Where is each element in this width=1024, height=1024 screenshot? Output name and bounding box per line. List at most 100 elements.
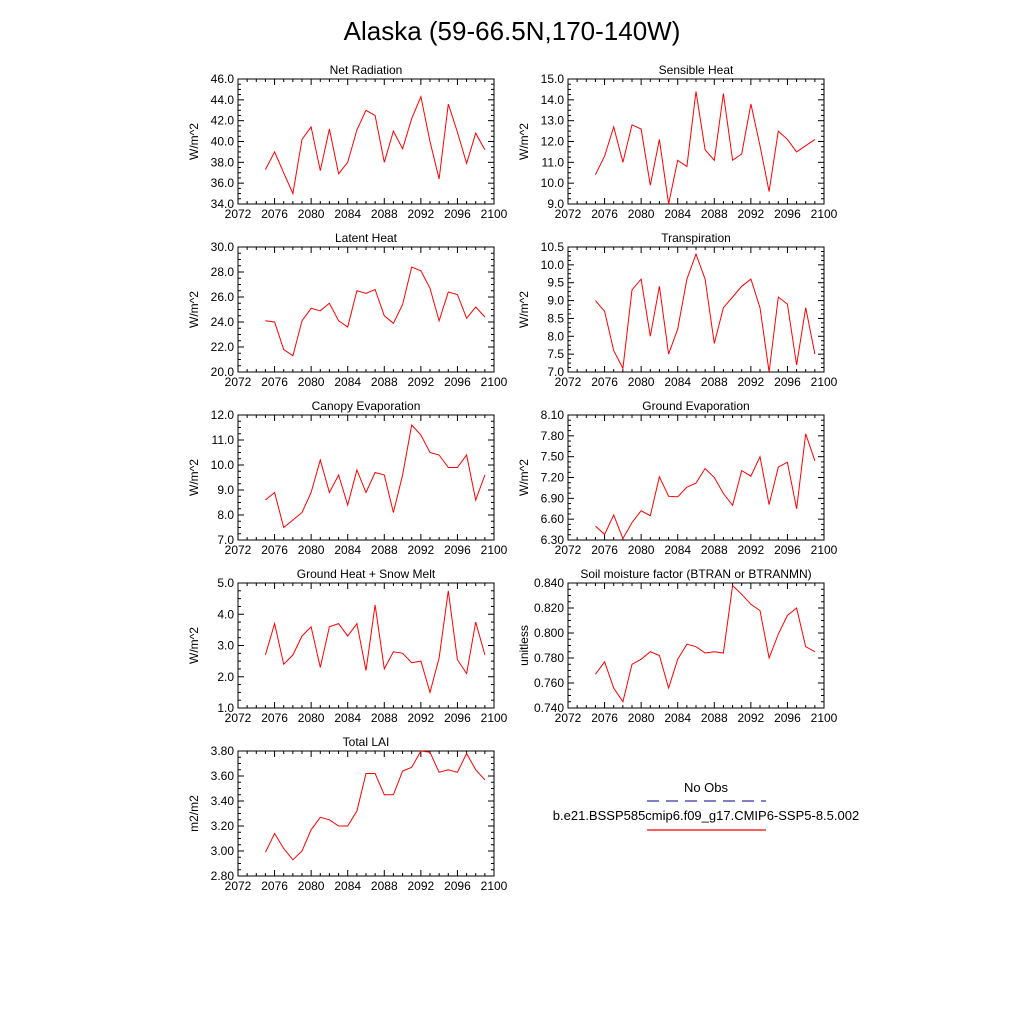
latent-heat-xtick-label: 2096 <box>444 375 471 389</box>
net-radiation-ytick-label: 42.0 <box>211 114 235 128</box>
ground-evaporation-ytick-label: 6.60 <box>541 512 565 526</box>
ground-heat-snow-melt-xtick-label: 2096 <box>444 711 471 725</box>
legend-obs-label: No Obs <box>684 780 729 795</box>
sensible-heat-xtick-label: 2072 <box>555 207 582 221</box>
ground-evaporation-xtick-label: 2080 <box>628 543 655 557</box>
ground-evaporation-xtick-label: 2088 <box>701 543 728 557</box>
soil-moisture-factor-btran-or-btranmn-title: Soil moisture factor (BTRAN or BTRANMN) <box>580 567 811 581</box>
canopy-evaporation-ytick-label: 10.0 <box>211 458 235 472</box>
soil-moisture-factor-btran-or-btranmn-xtick-label: 2100 <box>811 711 838 725</box>
latent-heat-xtick-label: 2100 <box>481 375 508 389</box>
net-radiation-ytick-label: 40.0 <box>211 135 235 149</box>
latent-heat-ytick-label: 24.0 <box>211 315 235 329</box>
latent-heat-ytick-label: 20.0 <box>211 365 235 379</box>
canopy-evaporation-ytick-label: 8.0 <box>217 508 234 522</box>
canopy-evaporation-ylabel: W/m^2 <box>187 459 201 496</box>
latent-heat-ytick-label: 22.0 <box>211 340 235 354</box>
ground-heat-snow-melt-xtick-label: 2084 <box>334 711 361 725</box>
sensible-heat-ytick-label: 15.0 <box>541 72 565 86</box>
ground-heat-snow-melt-series-line <box>264 590 486 695</box>
sensible-heat-xtick-label: 2080 <box>628 207 655 221</box>
ground-heat-snow-melt-xtick-label: 2100 <box>481 711 508 725</box>
canopy-evaporation-ytick-label: 9.0 <box>217 483 234 497</box>
soil-moisture-factor-btran-or-btranmn-xtick-label: 2080 <box>628 711 655 725</box>
net-radiation-xtick-label: 2084 <box>334 207 361 221</box>
total-lai-ytick-label: 3.00 <box>211 844 235 858</box>
ground-heat-snow-melt-ytick-label: 5.0 <box>217 576 234 590</box>
net-radiation-ytick-label: 34.0 <box>211 197 235 211</box>
transpiration-xtick-label: 2100 <box>811 375 838 389</box>
transpiration-ytick-label: 7.5 <box>547 347 564 361</box>
canopy-evaporation-ytick-label: 7.0 <box>217 533 234 547</box>
latent-heat-xtick-label: 2088 <box>371 375 398 389</box>
transpiration-ytick-label: 9.0 <box>547 294 564 308</box>
ground-heat-snow-melt-title: Ground Heat + Snow Melt <box>297 567 436 581</box>
total-lai-xtick-label: 2084 <box>334 879 361 893</box>
transpiration-ytick-label: 10.5 <box>541 240 565 254</box>
soil-moisture-factor-btran-or-btranmn-plot-frame <box>567 582 825 709</box>
ground-evaporation-series-line <box>595 433 816 540</box>
ground-heat-snow-melt-ytick-label: 3.0 <box>217 639 234 653</box>
soil-moisture-factor-btran-or-btranmn-xtick-label: 2076 <box>591 711 618 725</box>
ground-evaporation-xtick-label: 2092 <box>738 543 765 557</box>
panel-ground-evaporation: Ground Evaporation W/m^2 2072 2076 2080 2084 2… <box>517 399 838 557</box>
sensible-heat-xtick-label: 2084 <box>664 207 691 221</box>
ground-evaporation-title: Ground Evaporation <box>642 399 749 413</box>
ground-evaporation-xtick-label: 2100 <box>811 543 838 557</box>
total-lai-xtick-label: 2088 <box>371 879 398 893</box>
soil-moisture-factor-btran-or-btranmn-ytick-label: 0.840 <box>534 576 564 590</box>
panel-ground-heat-snow-melt: Ground Heat + Snow Melt W/m^2 2072 2076 2080… <box>187 567 508 725</box>
panel-latent-heat: Latent Heat W/m^2 2072 2076 2080 2084 2088 2092… <box>187 231 508 389</box>
total-lai-ytick-label: 3.60 <box>211 769 235 783</box>
ground-evaporation-xtick-label: 2076 <box>591 543 618 557</box>
soil-moisture-factor-btran-or-btranmn-ytick-label: 0.820 <box>534 601 564 615</box>
sensible-heat-ylabel: W/m^2 <box>517 123 531 160</box>
canopy-evaporation-xtick-label: 2076 <box>261 543 288 557</box>
legend-model-label: b.e21.BSSP585cmip6.f09_g17.CMIP6-SSP5-8.… <box>553 808 859 823</box>
net-radiation-xtick-label: 2080 <box>298 207 325 221</box>
canopy-evaporation-xtick-label: 2072 <box>225 543 252 557</box>
soil-moisture-factor-btran-or-btranmn-ytick-label: 0.780 <box>534 651 564 665</box>
legend: No Obs b.e21.BSSP585cmip6.f09_g17.CMIP6-… <box>553 780 859 831</box>
ground-heat-snow-melt-ylabel: W/m^2 <box>187 627 201 664</box>
total-lai-xtick-label: 2080 <box>298 879 325 893</box>
sensible-heat-ytick-label: 14.0 <box>541 93 565 107</box>
ground-evaporation-ytick-label: 8.10 <box>541 408 565 422</box>
total-lai-ytick-label: 2.80 <box>211 869 235 883</box>
net-radiation-ytick-label: 46.0 <box>211 72 235 86</box>
canopy-evaporation-xtick-label: 2100 <box>481 543 508 557</box>
soil-moisture-factor-btran-or-btranmn-ytick-label: 0.760 <box>534 676 564 690</box>
net-radiation-ylabel: W/m^2 <box>187 123 201 160</box>
panel-canopy-evaporation: Canopy Evaporation W/m^2 2072 2076 2080 2084 2… <box>187 399 508 557</box>
total-lai-xtick-label: 2076 <box>261 879 288 893</box>
total-lai-ytick-label: 3.80 <box>211 744 235 758</box>
soil-moisture-factor-btran-or-btranmn-xtick-label: 2096 <box>774 711 801 725</box>
net-radiation-xtick-label: 2100 <box>481 207 508 221</box>
net-radiation-series-line <box>264 95 486 196</box>
sensible-heat-ytick-label: 11.0 <box>542 155 565 169</box>
ground-heat-snow-melt-xtick-label: 2088 <box>371 711 398 725</box>
latent-heat-xtick-label: 2076 <box>261 375 288 389</box>
soil-moisture-factor-btran-or-btranmn-series-line <box>594 584 816 704</box>
panel-total-lai: Total LAI m2/m2 2072 2076 2080 2084 2088 2092 20… <box>187 735 508 893</box>
panel-net-radiation: Net Radiation W/m^2 2072 2076 2080 2084 2088 20… <box>187 63 508 221</box>
transpiration-ytick-label: 7.0 <box>547 365 564 379</box>
soil-moisture-factor-btran-or-btranmn-xtick-label: 2092 <box>738 711 765 725</box>
net-radiation-plot-frame <box>237 78 495 205</box>
net-radiation-xtick-label: 2088 <box>371 207 398 221</box>
ground-evaporation-plot-frame <box>567 414 825 541</box>
sensible-heat-xtick-label: 2092 <box>738 207 765 221</box>
transpiration-ytick-label: 9.5 <box>547 276 564 290</box>
sensible-heat-ytick-label: 10.0 <box>541 176 565 190</box>
latent-heat-title: Latent Heat <box>335 231 398 245</box>
total-lai-xtick-label: 2092 <box>408 879 435 893</box>
soil-moisture-factor-btran-or-btranmn-ytick-label: 0.740 <box>534 701 564 715</box>
transpiration-xtick-label: 2088 <box>701 375 728 389</box>
ground-evaporation-ytick-label: 6.30 <box>541 533 565 547</box>
ground-evaporation-xtick-label: 2096 <box>774 543 801 557</box>
transpiration-ytick-label: 8.5 <box>547 311 564 325</box>
ground-evaporation-ylabel: W/m^2 <box>517 459 531 496</box>
soil-moisture-factor-btran-or-btranmn-xtick-label: 2084 <box>664 711 691 725</box>
sensible-heat-xtick-label: 2100 <box>811 207 838 221</box>
